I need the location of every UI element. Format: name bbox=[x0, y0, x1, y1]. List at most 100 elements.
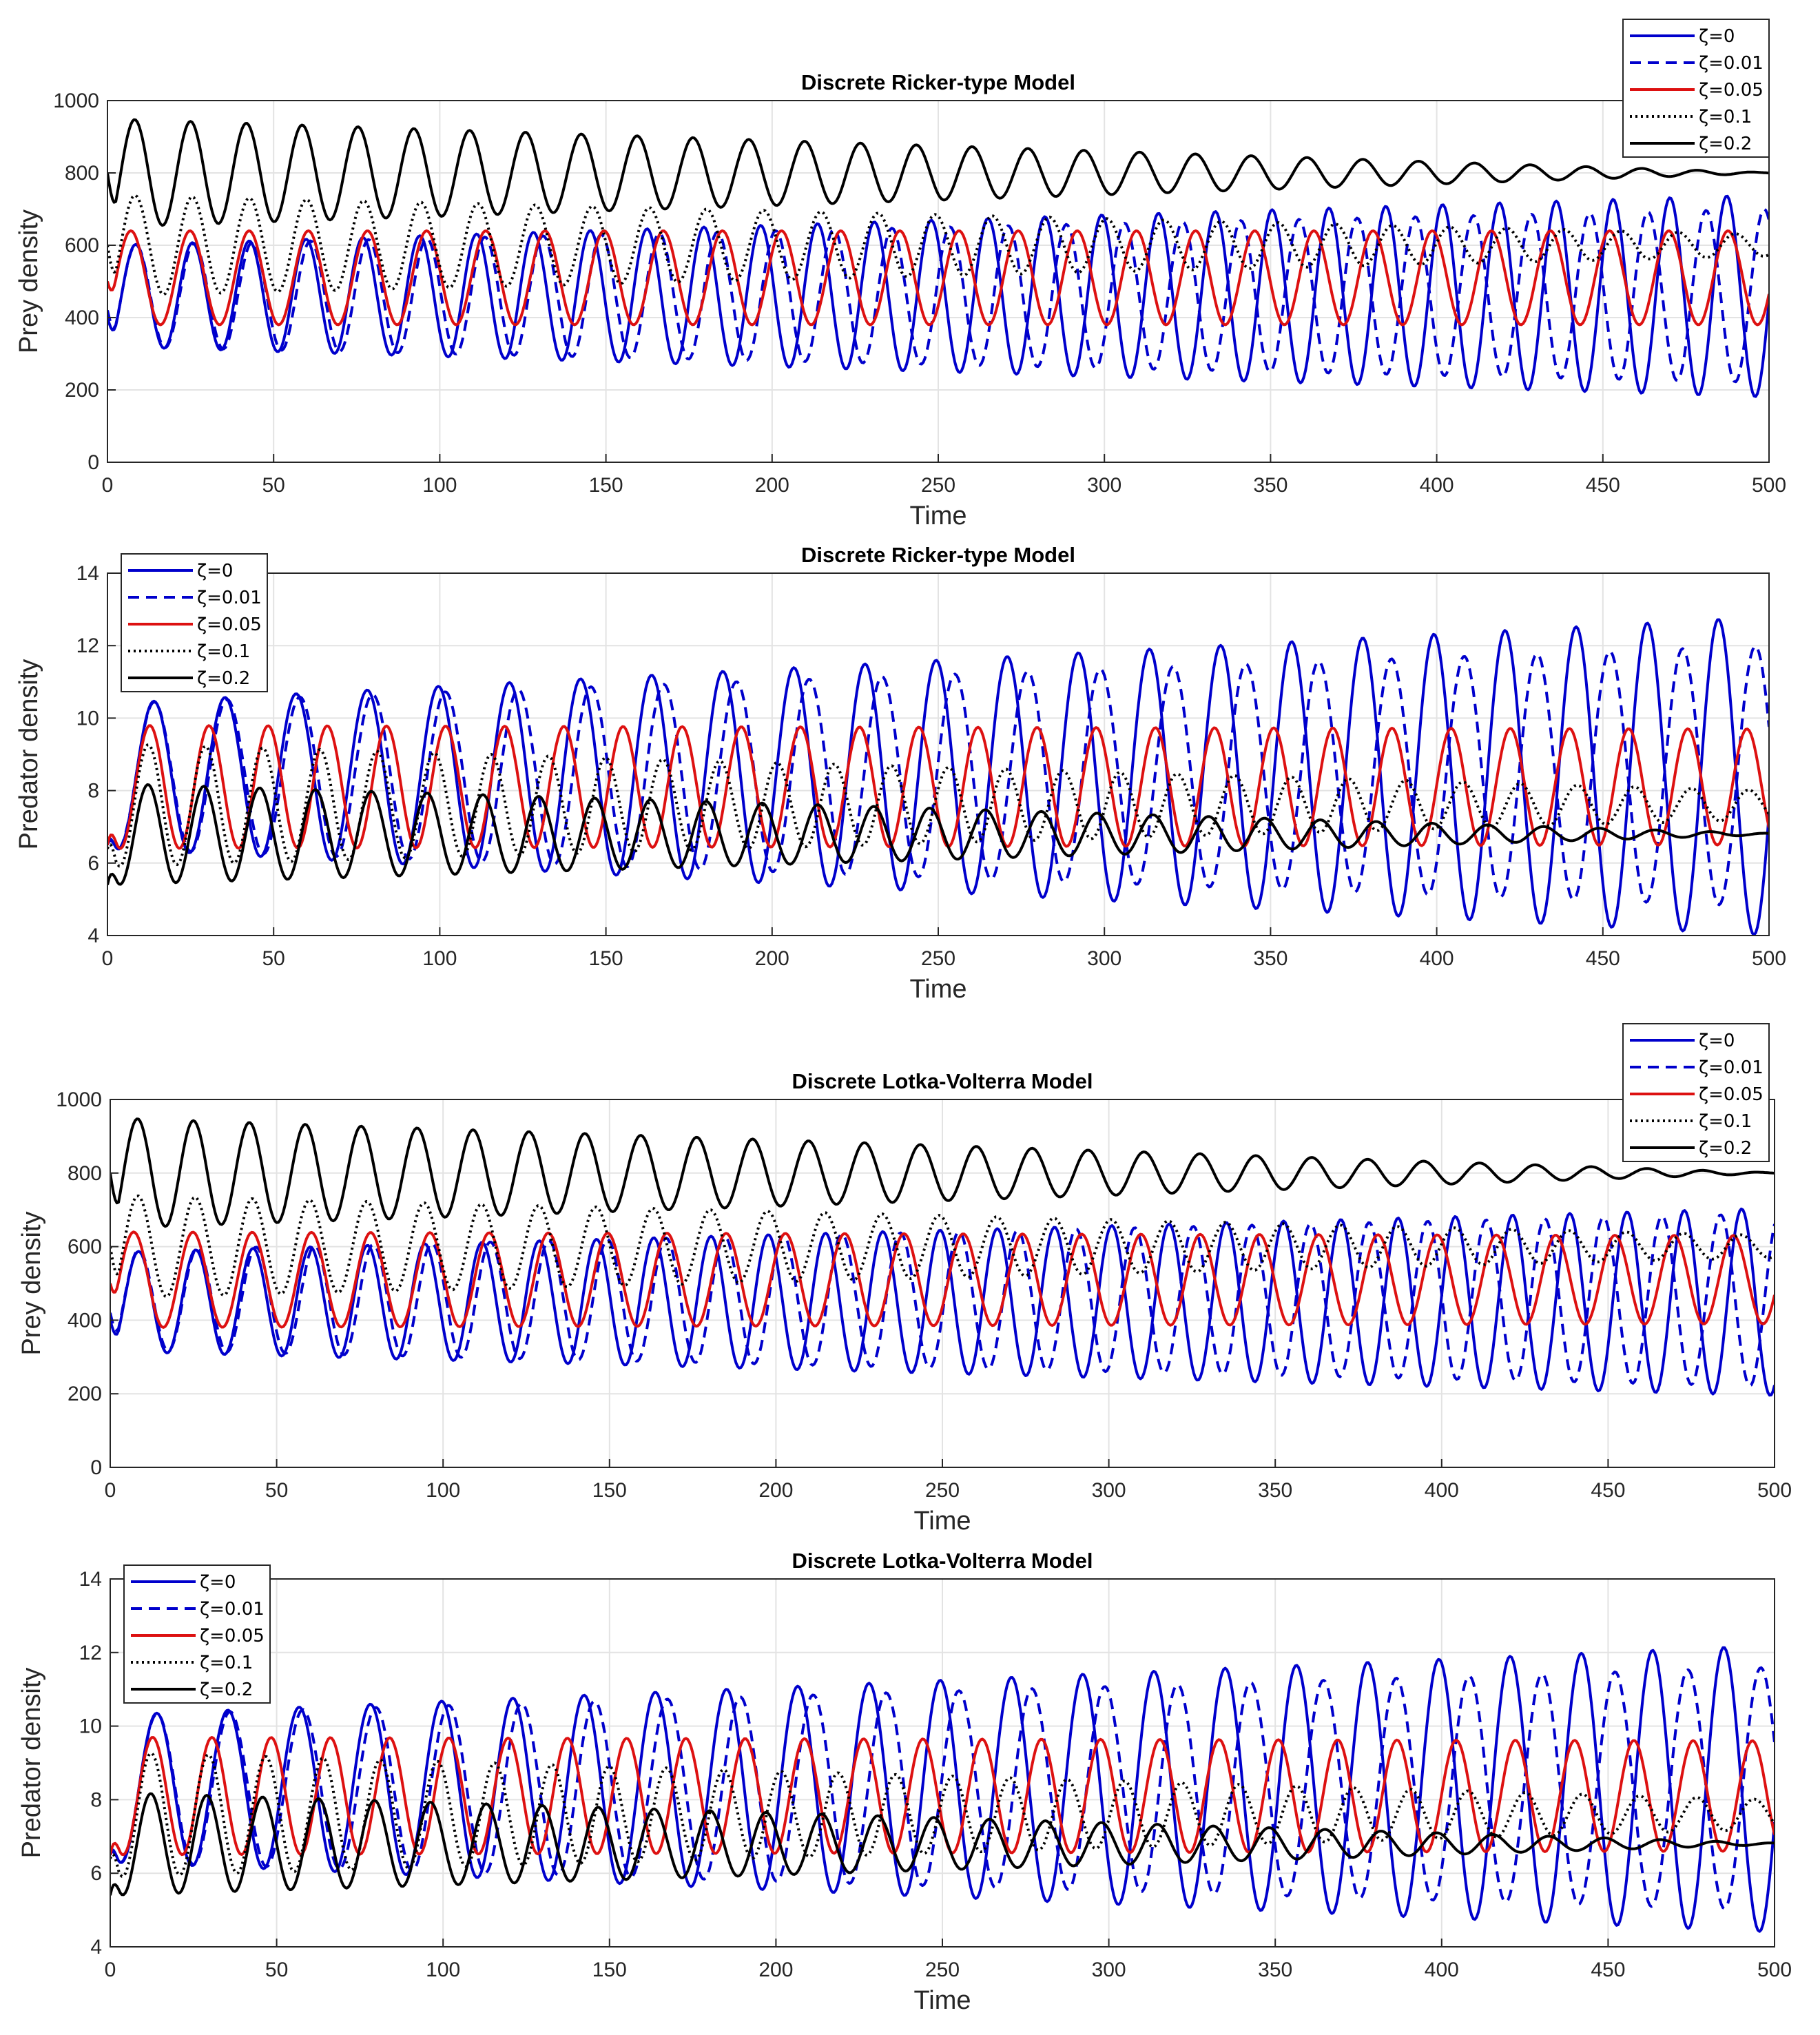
series-group bbox=[110, 1117, 1775, 1397]
series-group bbox=[107, 618, 1769, 936]
series-line-2 bbox=[107, 724, 1769, 850]
series-line-1 bbox=[107, 207, 1769, 384]
x-tick-label: 100 bbox=[426, 1959, 460, 1981]
x-tick-label: 250 bbox=[925, 1479, 960, 1502]
y-tick-label: 14 bbox=[76, 562, 99, 585]
y-tick-label: 800 bbox=[65, 162, 99, 185]
x-tick-label: 250 bbox=[925, 1959, 960, 1981]
y-tick-label: 0 bbox=[87, 451, 99, 474]
y-tick-label: 200 bbox=[65, 379, 99, 402]
chart-title: Discrete Lotka-Volterra Model bbox=[792, 1069, 1093, 1093]
x-tick-label: 450 bbox=[1586, 947, 1620, 970]
x-tick-label: 200 bbox=[755, 947, 789, 970]
legend-label-0: ζ=0 bbox=[1699, 1031, 1735, 1051]
x-tick-label: 450 bbox=[1591, 1959, 1625, 1981]
x-tick-label: 400 bbox=[1425, 1479, 1459, 1502]
x-tick-label: 300 bbox=[1087, 474, 1121, 497]
y-axis-label: Predator density bbox=[17, 1668, 46, 1859]
x-tick-label: 500 bbox=[1752, 474, 1786, 497]
legend-box bbox=[1622, 19, 1770, 158]
x-tick-label: 300 bbox=[1092, 1479, 1126, 1502]
y-tick-label: 8 bbox=[87, 780, 99, 803]
legend-label-2: ζ=0.05 bbox=[197, 614, 262, 635]
x-tick-label: 0 bbox=[105, 1479, 116, 1502]
legend-label-4: ζ=0.2 bbox=[197, 668, 250, 689]
series-line-4 bbox=[107, 118, 1769, 227]
y-tick-label: 10 bbox=[79, 1715, 102, 1738]
y-tick-label: 600 bbox=[68, 1236, 102, 1259]
x-tick-label: 50 bbox=[262, 947, 285, 970]
legend-label-2: ζ=0.05 bbox=[1699, 1084, 1764, 1105]
x-tick-label: 0 bbox=[105, 1959, 116, 1981]
y-tick-label: 1000 bbox=[56, 1088, 102, 1111]
y-tick-label: 14 bbox=[79, 1568, 102, 1591]
legend-label-4: ζ=0.2 bbox=[200, 1680, 253, 1700]
series-group bbox=[107, 118, 1769, 398]
series-line-4 bbox=[110, 1117, 1775, 1228]
chart-title: Discrete Ricker-type Model bbox=[801, 70, 1075, 94]
series-line-2 bbox=[107, 229, 1769, 327]
legend-label-2: ζ=0.05 bbox=[200, 1626, 265, 1646]
series-line-3 bbox=[110, 1195, 1775, 1299]
legend-label-3: ζ=0.1 bbox=[197, 641, 250, 662]
legend: ζ=0 ζ=0.01 ζ=0.05 ζ=0.1 ζ=0.2 bbox=[1622, 1023, 1770, 1162]
x-tick-label: 150 bbox=[592, 1479, 627, 1502]
chart-panel-4: 0 50 100 150 200 250 300 350 400 450 500 4 6 8 10 12 14 D… bbox=[17, 1549, 1792, 2015]
legend-label-1: ζ=0.01 bbox=[200, 1599, 265, 1620]
legend-label-0: ζ=0 bbox=[197, 561, 233, 581]
legend-box bbox=[123, 1564, 271, 1704]
y-tick-label: 8 bbox=[90, 1788, 102, 1811]
legend-label-1: ζ=0.01 bbox=[1699, 53, 1764, 74]
legend: ζ=0 ζ=0.01 ζ=0.05 ζ=0.1 ζ=0.2 bbox=[121, 553, 268, 692]
legend: ζ=0 ζ=0.01 ζ=0.05 ζ=0.1 ζ=0.2 bbox=[1622, 19, 1770, 158]
y-axis-label: Predator density bbox=[14, 659, 43, 850]
chart-title: Discrete Ricker-type Model bbox=[801, 543, 1075, 567]
x-axis-label: Time bbox=[909, 502, 966, 530]
x-tick-label: 350 bbox=[1258, 1959, 1292, 1981]
x-tick-label: 450 bbox=[1586, 474, 1620, 497]
series-line-2 bbox=[110, 1736, 1775, 1857]
chart-panel-3: 0 50 100 150 200 250 300 350 400 450 500 0 200 400 600… bbox=[17, 1023, 1792, 1536]
y-tick-label: 200 bbox=[68, 1383, 102, 1405]
x-tick-label: 500 bbox=[1757, 1479, 1792, 1502]
x-tick-label: 350 bbox=[1258, 1479, 1292, 1502]
x-tick-label: 250 bbox=[921, 947, 955, 970]
x-axis-label: Time bbox=[913, 1986, 971, 2015]
series-line-0 bbox=[110, 1646, 1775, 1933]
x-tick-label: 150 bbox=[589, 474, 623, 497]
y-tick-label: 400 bbox=[65, 307, 99, 329]
x-tick-label: 50 bbox=[262, 474, 285, 497]
series-line-0 bbox=[110, 1207, 1775, 1397]
y-tick-label: 6 bbox=[90, 1862, 102, 1885]
x-tick-label: 300 bbox=[1087, 947, 1121, 970]
legend-label-3: ζ=0.1 bbox=[200, 1653, 253, 1673]
legend-label-0: ζ=0 bbox=[1699, 26, 1735, 47]
y-tick-label: 400 bbox=[68, 1309, 102, 1332]
series-line-1 bbox=[107, 645, 1769, 907]
legend-label-1: ζ=0.01 bbox=[197, 588, 262, 608]
legend-label-4: ζ=0.2 bbox=[1699, 1138, 1752, 1159]
legend: ζ=0 ζ=0.01 ζ=0.05 ζ=0.1 ζ=0.2 bbox=[123, 1564, 271, 1704]
legend-label-2: ζ=0.05 bbox=[1699, 80, 1764, 101]
x-tick-label: 500 bbox=[1757, 1959, 1792, 1981]
x-tick-label: 200 bbox=[755, 474, 789, 497]
x-tick-label: 100 bbox=[422, 474, 457, 497]
series-line-4 bbox=[107, 783, 1769, 886]
series-line-1 bbox=[110, 1666, 1775, 1910]
legend-label-3: ζ=0.1 bbox=[1699, 107, 1752, 127]
x-tick-label: 250 bbox=[921, 474, 955, 497]
x-tick-label: 400 bbox=[1420, 474, 1454, 497]
y-tick-label: 800 bbox=[68, 1162, 102, 1185]
y-tick-label: 4 bbox=[87, 924, 99, 947]
x-tick-label: 450 bbox=[1591, 1479, 1625, 1502]
x-tick-label: 500 bbox=[1752, 947, 1786, 970]
chart-panel-1: 0 50 100 150 200 250 300 350 400 450 500 0 200 400 600… bbox=[14, 19, 1786, 530]
series-line-2 bbox=[110, 1230, 1775, 1329]
x-tick-label: 0 bbox=[102, 474, 114, 497]
x-tick-label: 50 bbox=[265, 1959, 288, 1981]
x-tick-label: 400 bbox=[1420, 947, 1454, 970]
x-tick-label: 100 bbox=[422, 947, 457, 970]
x-tick-label: 50 bbox=[265, 1479, 288, 1502]
x-tick-label: 350 bbox=[1253, 947, 1288, 970]
